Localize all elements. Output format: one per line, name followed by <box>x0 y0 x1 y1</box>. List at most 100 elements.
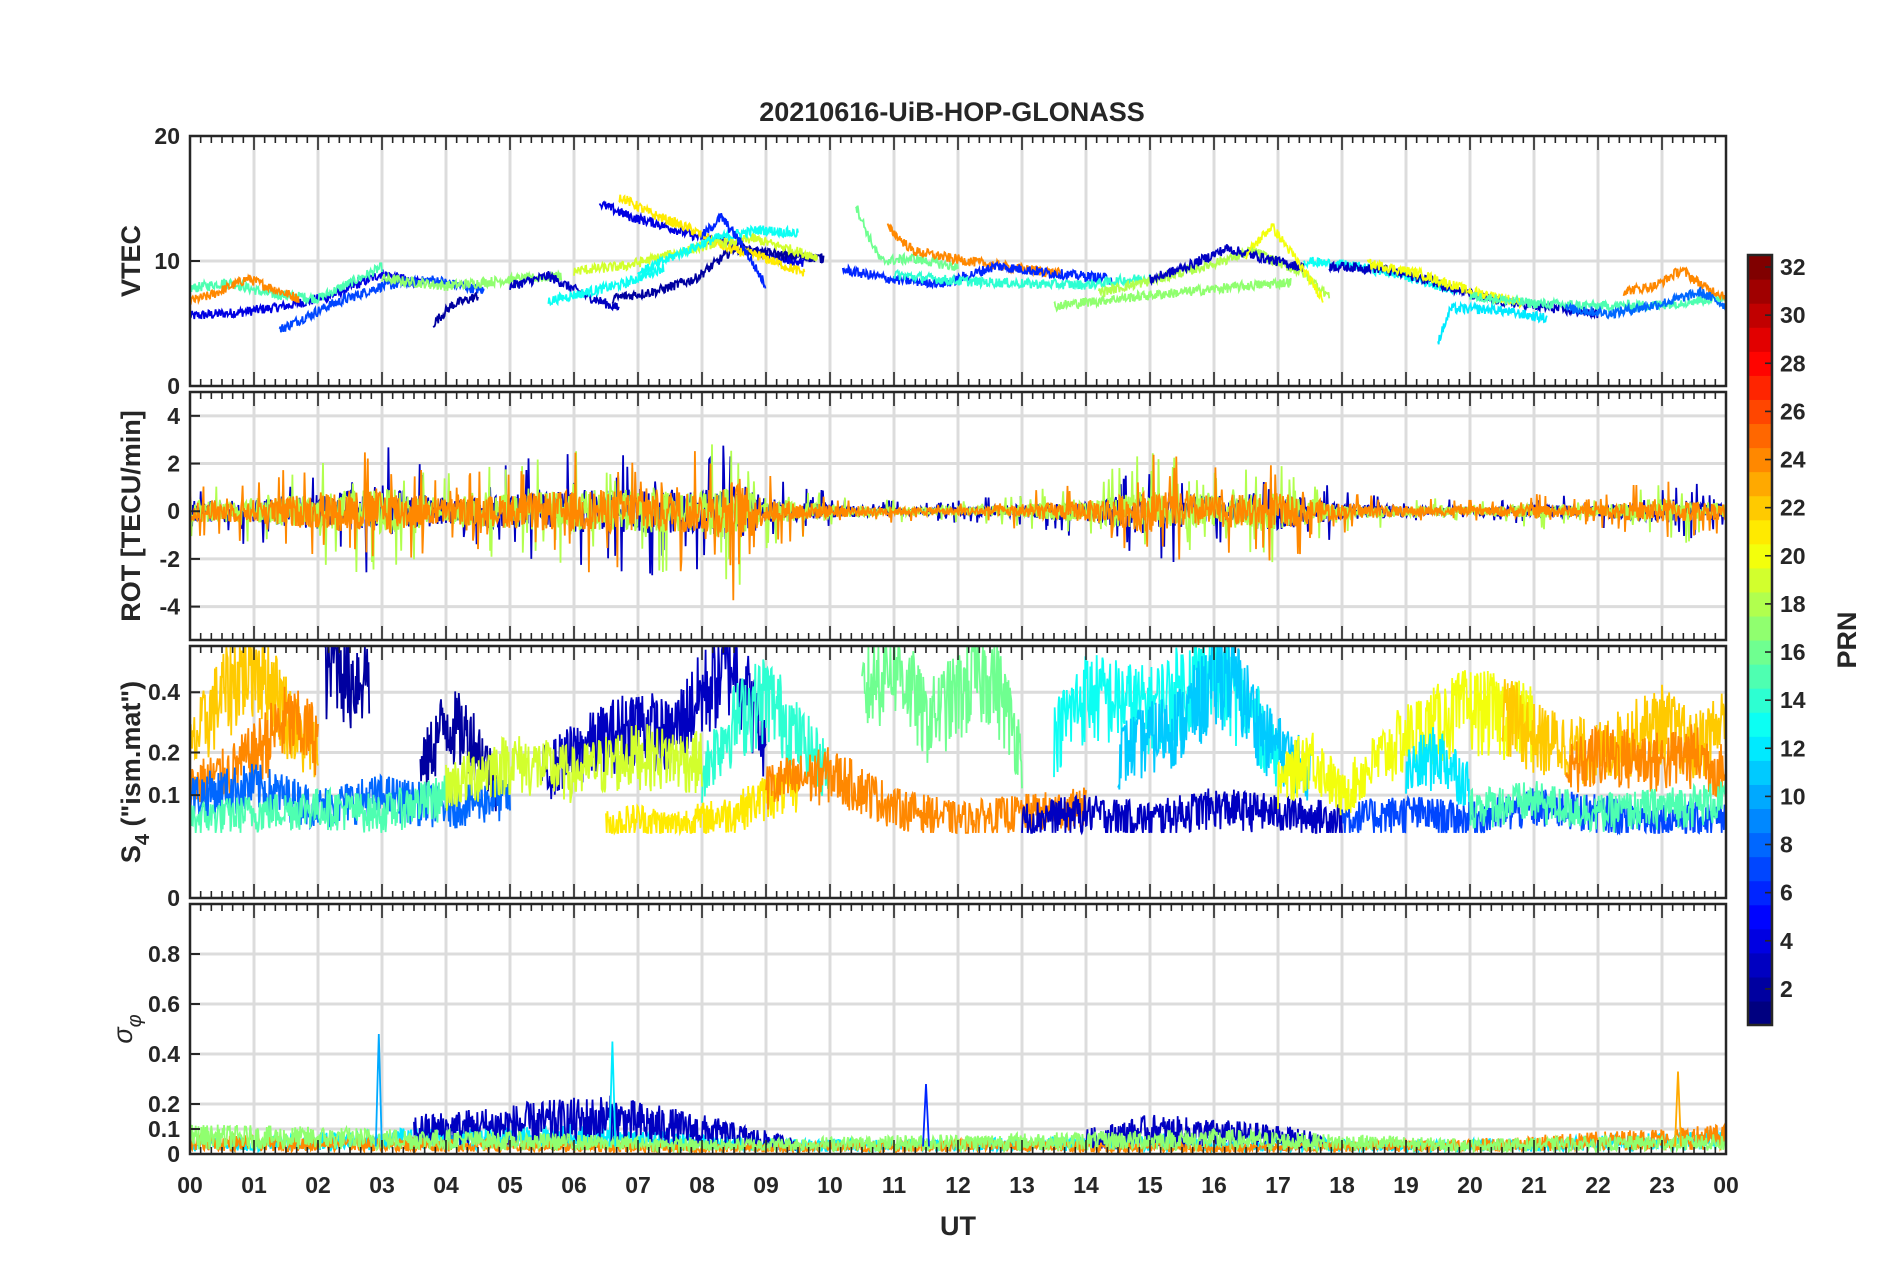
series-line-prn-18 <box>1097 246 1331 299</box>
x-tick-label: 07 <box>625 1172 651 1198</box>
x-tick-label: 13 <box>1009 1172 1035 1198</box>
series-line-prn-20 <box>1277 670 1535 816</box>
y-tick-label: 0.1 <box>148 1116 180 1142</box>
series-line-prn-2 <box>432 291 479 328</box>
y-tick-label: 0 <box>167 1141 180 1167</box>
x-axis-label: UT <box>940 1211 976 1241</box>
series-line-prn-14 <box>893 268 1151 291</box>
x-tick-label: 00 <box>177 1172 203 1198</box>
colorbar-tick-label: 6 <box>1780 880 1793 906</box>
x-tick-label: 06 <box>561 1172 587 1198</box>
series-line-prn-8 <box>1565 286 1726 320</box>
series-line-prn-14 <box>701 659 831 803</box>
series-line-prn-19 <box>445 724 703 811</box>
x-tick-label: 05 <box>497 1172 523 1198</box>
series-line-prn-16 <box>861 646 1023 789</box>
series-line-prn-3 <box>1328 260 1599 320</box>
colorbar-frame <box>1746 253 1774 1027</box>
series-line-prn-24 <box>190 451 1726 601</box>
y-tick-label: 0 <box>167 885 180 911</box>
colorbar-cell <box>1748 952 1772 978</box>
vtec-axis-label: VTEC <box>116 225 146 297</box>
series-line-prn-20 <box>1366 258 1523 310</box>
s4-axis-label: S4 ("ism.mat") <box>116 681 154 863</box>
s4-panel: 0 0.1 0.2 0.4 S4 ("ism.mat") <box>116 644 1728 911</box>
spike-prn-6 <box>922 1083 930 1147</box>
colorbar-tick-label: 24 <box>1780 447 1806 473</box>
series-line-prn-21 <box>618 194 806 277</box>
colorbar-cell <box>1748 423 1772 449</box>
x-tick-label: 15 <box>1137 1172 1163 1198</box>
series-line-prn-12 <box>1405 727 1471 814</box>
colorbar-cell <box>1748 519 1772 545</box>
series-line-prn-24 <box>1565 724 1726 800</box>
series-line-prn-4 <box>190 269 422 320</box>
x-tick-label: 22 <box>1585 1172 1611 1198</box>
x-tick-label: 11 <box>882 1172 907 1198</box>
y-tick-label: 0.4 <box>148 679 180 705</box>
colorbar-tick-label: 18 <box>1780 591 1806 617</box>
series-line-prn-12 <box>1437 300 1548 345</box>
x-tick-label: 01 <box>241 1172 267 1198</box>
series-line-prn-2 <box>323 646 371 729</box>
colorbar-tick-label: 12 <box>1780 735 1806 761</box>
series-line-prn-7 <box>278 274 485 333</box>
x-tick-labels: 00 01 02 03 04 05 06 07 08 09 10 11 12 13 14 15 16 17 18 19… <box>177 1172 1739 1198</box>
colorbar-cell <box>1748 567 1772 593</box>
x-tick-label: 21 <box>1521 1172 1547 1198</box>
colorbar-label: PRN <box>1832 611 1862 668</box>
x-tick-label: 00 <box>1713 1172 1739 1198</box>
x-tick-label: 02 <box>305 1172 331 1198</box>
y-tick-label: 0.1 <box>148 782 180 808</box>
series-line-prn-3 <box>541 646 767 800</box>
s4-label-main: S <box>116 845 146 863</box>
colorbar-tick-label: 20 <box>1780 543 1806 569</box>
colorbar-cell <box>1748 856 1772 882</box>
y-tick-label: 20 <box>154 123 180 149</box>
series-line-prn-15 <box>1469 291 1726 313</box>
series-line-prn-6 <box>841 260 1113 290</box>
y-tick-label: -2 <box>160 546 180 572</box>
colorbar-tick-label: 22 <box>1780 495 1806 521</box>
series-line-prn-6 <box>701 212 767 289</box>
y-tick-label: 0.2 <box>148 1091 180 1117</box>
y-tick-label: 4 <box>167 403 180 429</box>
s4-label-subscript: 4 <box>132 833 154 845</box>
colorbar-tick-label: 26 <box>1780 398 1806 424</box>
series-line-prn-24 <box>886 223 1062 279</box>
series-line-prn-24 <box>190 273 300 305</box>
series-line-prn-3 <box>509 270 620 312</box>
x-tick-label: 08 <box>689 1172 715 1198</box>
colorbar-tick-label: 10 <box>1780 783 1806 809</box>
x-tick-label: 04 <box>433 1172 459 1198</box>
colorbar-cell <box>1748 1000 1772 1026</box>
x-tick-label: 14 <box>1073 1172 1099 1198</box>
x-tick-label: 10 <box>817 1172 843 1198</box>
y-tick-label: 2 <box>167 451 180 477</box>
x-tick-label: 03 <box>369 1172 395 1198</box>
colorbar-cell <box>1748 327 1772 352</box>
colorbar-tick-label: 2 <box>1780 976 1793 1002</box>
colorbar-tick-label: 14 <box>1780 687 1806 713</box>
colorbar-cell <box>1748 471 1772 497</box>
colorbar-cell <box>1748 760 1772 785</box>
colorbar-cell <box>1748 808 1772 834</box>
x-tick-label: 18 <box>1329 1172 1355 1198</box>
colorbar-cell <box>1748 375 1772 400</box>
colorbar-tick-label: 16 <box>1780 639 1806 665</box>
colorbar-cell <box>1748 279 1772 304</box>
y-tick-label: 10 <box>154 248 180 274</box>
series-line-prn-15 <box>190 262 383 306</box>
x-tick-label: 17 <box>1265 1172 1291 1198</box>
series-line-prn-7 <box>1341 788 1726 836</box>
x-tick-label: 20 <box>1457 1172 1483 1198</box>
colorbar-tick-label: 4 <box>1780 928 1793 954</box>
rot-panel: -4 -2 0 2 4 ROT [TECU/min] <box>116 390 1728 642</box>
series-line-prn-20 <box>1245 223 1324 303</box>
series-line-prn-3 <box>1149 244 1305 286</box>
colorbar-tick-label: 30 <box>1780 302 1806 328</box>
series-line-prn-3 <box>1021 788 1343 836</box>
y-tick-label: 0.8 <box>148 941 180 967</box>
spike-prn-12 <box>608 1041 617 1147</box>
